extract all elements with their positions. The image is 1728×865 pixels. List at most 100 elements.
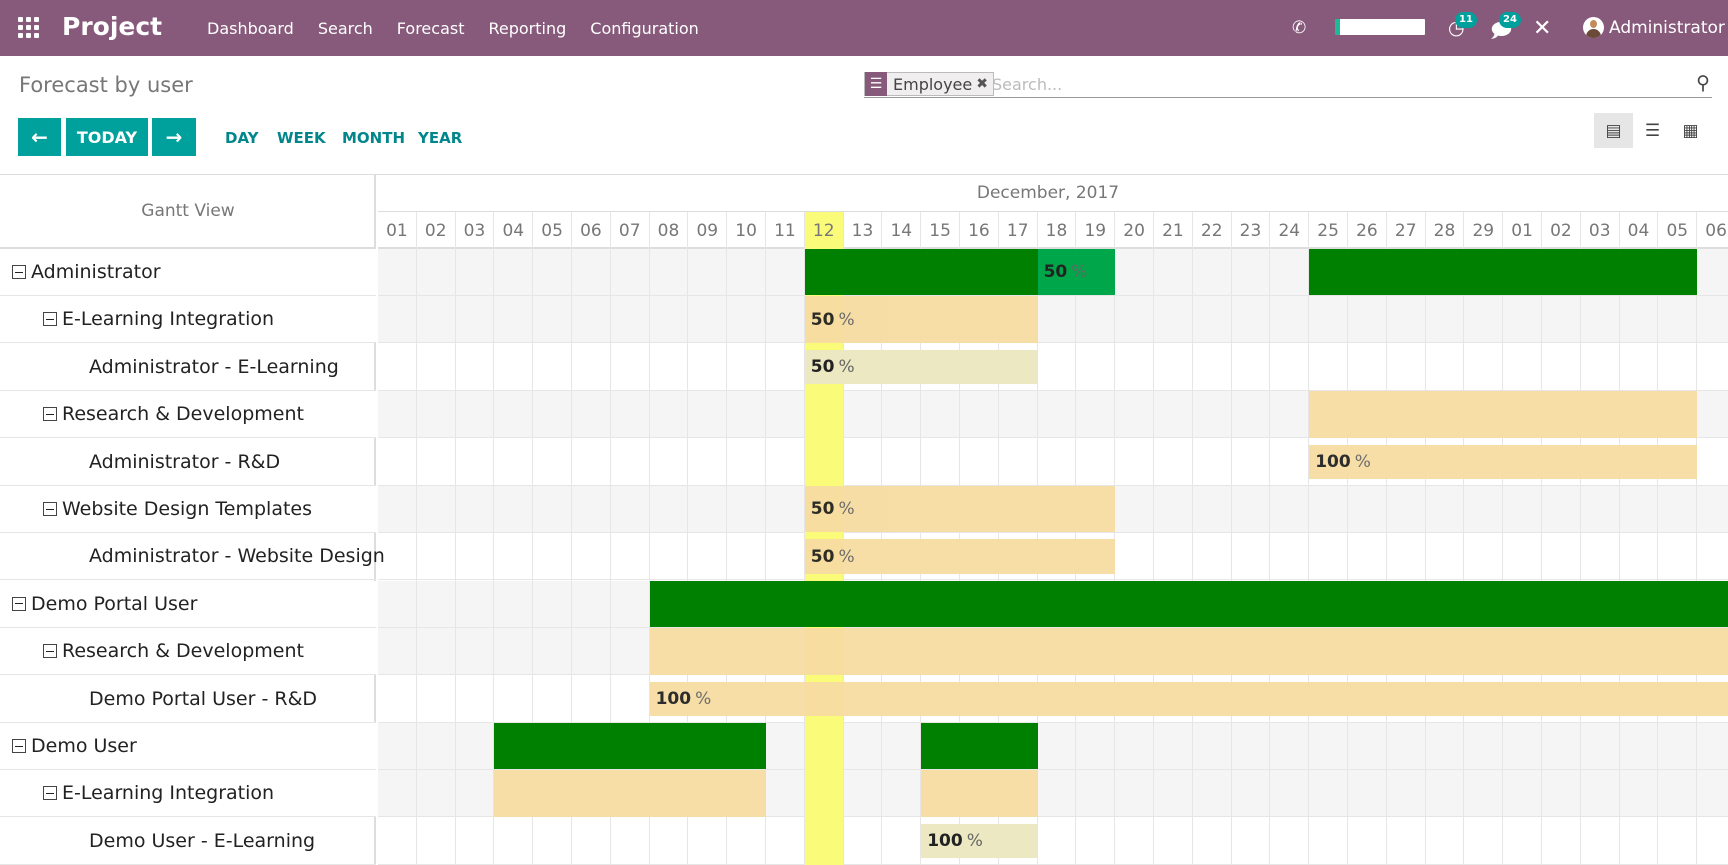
gantt-row-label[interactable]: E-Learning Integration — [0, 296, 376, 344]
grid-column-line — [609, 249, 611, 865]
gantt-row-text: E-Learning Integration — [62, 782, 275, 805]
grid-column-line — [1347, 249, 1348, 865]
gantt-view-button[interactable]: ▤ — [1594, 113, 1633, 148]
scale-month[interactable]: MONTH — [342, 129, 406, 147]
arrow-right-icon: → — [165, 125, 183, 149]
gantt-grid-row — [378, 344, 1728, 391]
gantt-bar[interactable]: 50% — [804, 539, 1116, 574]
bar-percent-value: 50 — [810, 309, 835, 330]
collapse-toggle-icon[interactable] — [12, 265, 26, 279]
gantt-bar[interactable] — [921, 723, 1038, 770]
gantt-row-label[interactable]: Research & Development — [0, 628, 376, 676]
gantt-row-label[interactable]: Demo Portal User — [0, 580, 376, 628]
collapse-toggle-icon[interactable] — [43, 312, 57, 327]
collapse-toggle-icon[interactable] — [43, 786, 57, 801]
timer-widget[interactable] — [1335, 19, 1425, 35]
user-menu[interactable]: Administrator — [1609, 18, 1725, 38]
gantt-row-label[interactable]: Administrator — [0, 249, 376, 296]
apps-menu-icon[interactable] — [18, 17, 40, 39]
bar-percent-sign: % — [695, 688, 712, 709]
list-view-icon: ☰ — [1644, 120, 1661, 141]
day-header: 22 — [1193, 212, 1232, 249]
grid-column-line — [1696, 249, 1698, 865]
pivot-view-button[interactable]: ▦ — [1671, 113, 1710, 148]
grid-column-line — [1424, 249, 1426, 865]
grid-column-line — [1153, 249, 1154, 865]
gantt-row-label[interactable]: Demo Portal User - R&D — [0, 676, 376, 723]
collapse-toggle-icon[interactable] — [43, 407, 57, 422]
scale-week[interactable]: WEEK — [277, 129, 326, 147]
month-label: December, 2017 — [976, 183, 1120, 203]
collapse-toggle-icon[interactable] — [12, 596, 26, 611]
gantt-row-text: Research & Development — [62, 403, 304, 426]
grid-column-line — [803, 249, 805, 865]
gantt-bar[interactable]: 100% — [649, 681, 1728, 716]
collapse-toggle-icon[interactable] — [12, 739, 26, 753]
day-header: 20 — [1115, 212, 1154, 249]
gantt-row-label[interactable]: Website Design Templates — [0, 486, 376, 533]
gantt-bar[interactable] — [649, 580, 1728, 628]
previous-button[interactable]: ← — [18, 118, 61, 156]
day-header: 19 — [1076, 212, 1116, 249]
search-input[interactable] — [992, 73, 1672, 95]
day-header: 18 — [1038, 212, 1077, 249]
day-header: 01 — [1503, 212, 1542, 249]
gantt-row-label[interactable]: Research & Development — [0, 391, 376, 439]
next-button[interactable]: → — [152, 118, 196, 156]
list-view-button[interactable]: ☰ — [1633, 113, 1672, 148]
gantt-row-label[interactable]: Administrator - Website Design — [0, 533, 385, 581]
grid-column-line — [1541, 249, 1542, 865]
collapse-toggle-icon[interactable] — [43, 502, 57, 516]
gantt-bar[interactable] — [494, 770, 766, 817]
gantt-row-label[interactable]: E-Learning Integration — [0, 770, 376, 818]
bar-percent-value: 100 — [1315, 451, 1351, 472]
grid-column-line — [1502, 249, 1504, 865]
bar-percent-sign: % — [838, 546, 855, 567]
gantt-bar[interactable]: 50% — [804, 296, 1038, 343]
day-header: 14 — [882, 212, 922, 249]
main-menu: Dashboard Search Forecast Reporting Conf… — [195, 0, 711, 56]
grid-column-line — [571, 249, 572, 865]
menu-search[interactable]: Search — [317, 18, 373, 38]
gantt-bar[interactable] — [649, 628, 1728, 675]
gantt-bar[interactable]: 50% — [804, 486, 1116, 533]
gantt-bar[interactable]: 100% — [921, 823, 1038, 859]
menu-dashboard[interactable]: Dashboard — [207, 18, 294, 38]
gantt-bar[interactable]: 100% — [1309, 444, 1698, 479]
day-header: 24 — [1270, 212, 1310, 249]
gantt-bar[interactable] — [804, 249, 1038, 296]
gantt-row-text: Administrator - E-Learning — [89, 355, 339, 378]
grid-column-line — [493, 249, 495, 865]
day-header: 02 — [417, 212, 456, 249]
gantt-bar[interactable]: 50% — [1037, 249, 1116, 296]
collapse-toggle-icon[interactable] — [43, 644, 57, 659]
scale-day[interactable]: DAY — [225, 129, 259, 147]
gantt-row-label[interactable]: Demo User — [0, 723, 376, 770]
gantt-row-text: Demo User - E-Learning — [89, 829, 316, 852]
scale-year[interactable]: YEAR — [418, 129, 463, 147]
gantt-bar[interactable] — [494, 723, 766, 770]
bar-percent-sign: % — [966, 830, 983, 851]
grid-column-line — [1618, 249, 1620, 865]
gantt-row-label[interactable]: Administrator - E-Learning — [0, 344, 376, 391]
debug-tools-icon[interactable]: ✕ — [1533, 16, 1552, 41]
gantt-bar[interactable]: 50% — [804, 349, 1038, 385]
gantt-row-text: Research & Development — [62, 640, 304, 663]
day-header: 01 — [378, 212, 417, 249]
gantt-bar[interactable] — [921, 770, 1038, 817]
gantt-row-label[interactable]: Demo User - E-Learning — [0, 818, 376, 865]
menu-forecast[interactable]: Forecast — [396, 18, 465, 38]
menu-configuration[interactable]: Configuration — [590, 18, 699, 38]
gantt-bar[interactable] — [1309, 391, 1698, 438]
facet-remove-icon[interactable]: ✖ — [976, 76, 988, 92]
menu-reporting[interactable]: Reporting — [488, 18, 567, 38]
day-header: 17 — [999, 212, 1038, 249]
gantt-bar[interactable] — [1309, 249, 1698, 296]
user-avatar[interactable] — [1583, 17, 1604, 38]
search-icon[interactable]: ⚲ — [1696, 72, 1710, 94]
today-button[interactable]: TODAY — [66, 118, 148, 156]
grid-column-line — [1463, 249, 1465, 865]
phone-icon[interactable]: ✆ — [1292, 18, 1307, 38]
gantt-row-label[interactable]: Administrator - R&D — [0, 439, 376, 486]
gantt-row-text: E-Learning Integration — [62, 308, 275, 331]
